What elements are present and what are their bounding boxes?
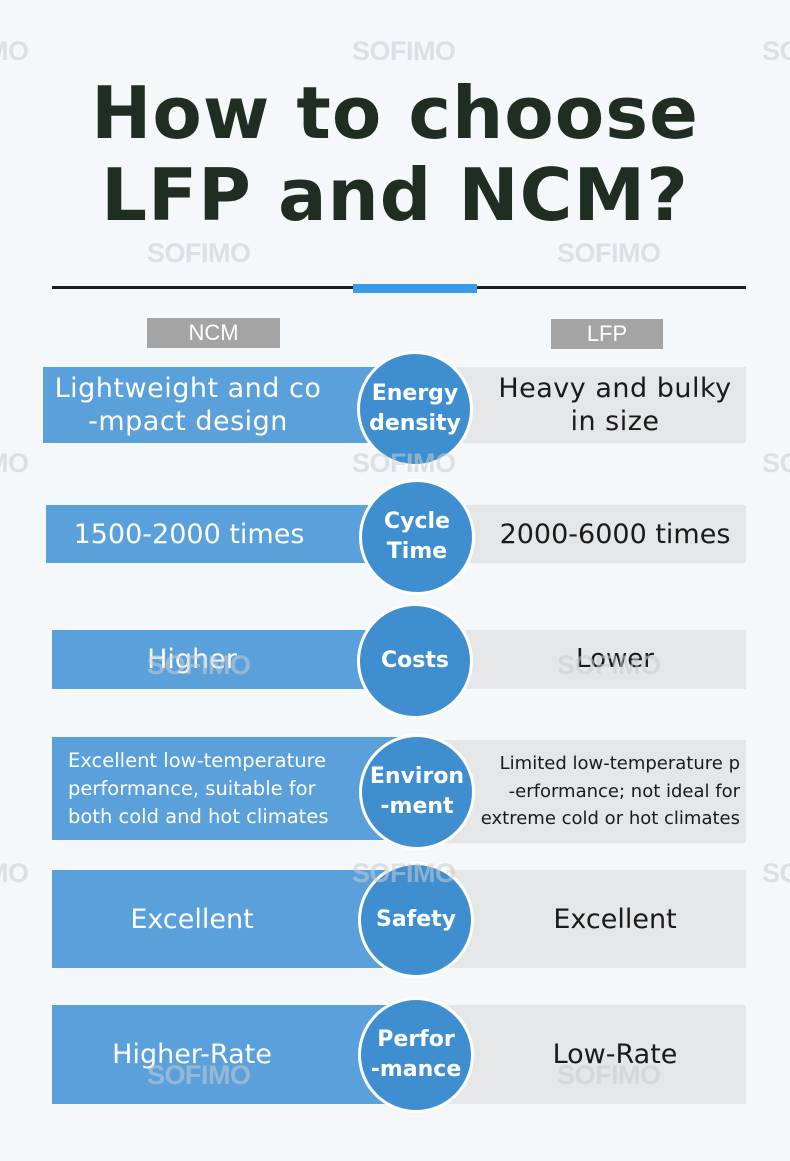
- ncm-value-cycle-time: 1500-2000 times: [46, 505, 402, 563]
- title-line-1: How to choose: [91, 71, 699, 155]
- ncm-value-environment: Excellent low-temperature performance, s…: [52, 737, 402, 840]
- ncm-header: NCM: [147, 318, 280, 348]
- watermark: SO: [762, 858, 790, 888]
- category-cycle-time: Cycle Time: [359, 479, 475, 595]
- divider-accent: [353, 284, 477, 293]
- watermark: SO: [762, 448, 790, 478]
- watermark: SO: [762, 36, 790, 66]
- category-environment: Environ -ment: [359, 734, 475, 850]
- watermark: MO: [0, 448, 29, 478]
- category-costs: Costs: [357, 603, 473, 719]
- watermark: SOFIMO: [557, 238, 661, 268]
- page-title: How to choose LFP and NCM?: [0, 72, 790, 236]
- ncm-value-costs: Higher: [52, 630, 402, 689]
- title-line-2: LFP and NCM?: [101, 153, 689, 237]
- watermark: MO: [0, 36, 29, 66]
- watermark: SOFIMO: [352, 36, 456, 66]
- ncm-value-safety: Excellent: [52, 870, 402, 968]
- category-safety: Safety: [358, 862, 474, 978]
- category-performance: Perfor -mance: [358, 997, 474, 1113]
- watermark: SOFIMO: [147, 238, 251, 268]
- category-energy-density: Energy density: [357, 351, 473, 467]
- lfp-header: LFP: [551, 319, 663, 349]
- watermark: MO: [0, 858, 29, 888]
- ncm-value-performance: Higher-Rate: [52, 1005, 402, 1104]
- ncm-value-energy-density: Lightweight and co -mpact design: [43, 367, 403, 443]
